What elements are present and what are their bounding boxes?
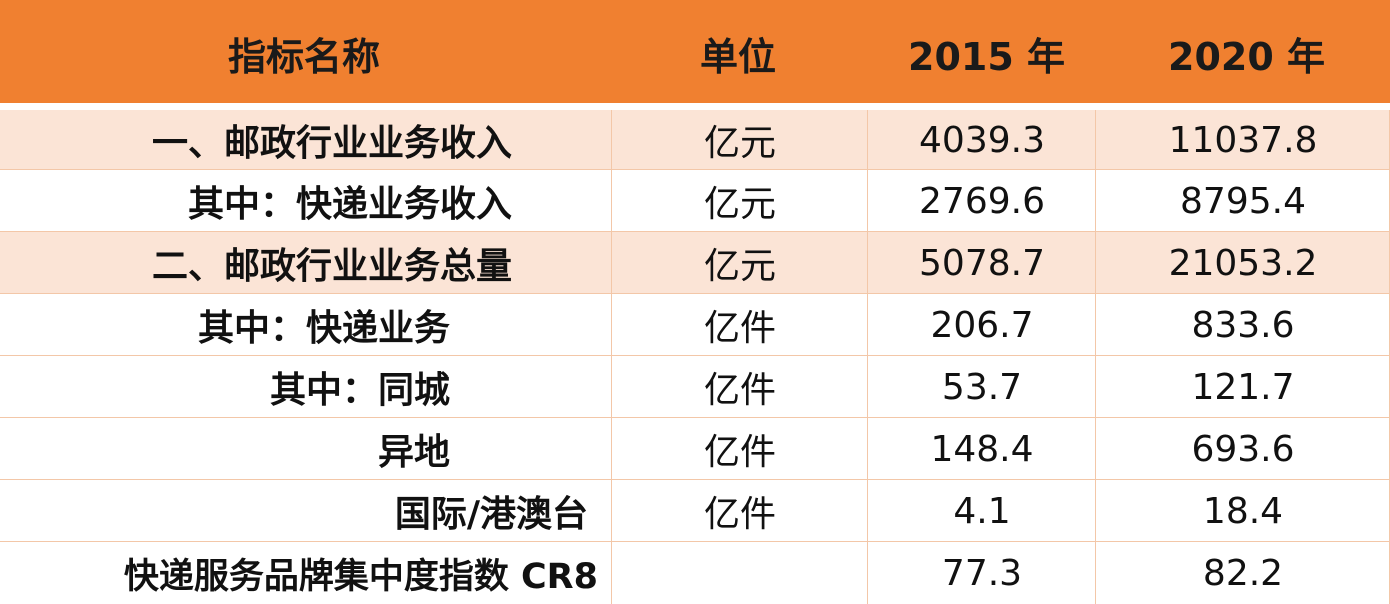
row-name: 异地 <box>377 432 450 473</box>
row-value-2015: 4.1 <box>953 490 1011 532</box>
row-value-2015: 77.3 <box>941 552 1023 594</box>
row-unit: 亿件 <box>703 308 776 349</box>
row-name: 二、邮政行业业务总量 <box>151 246 512 287</box>
table-row: 快递服务品牌集中度指数 CR8 77.3 82.2 <box>0 542 1390 604</box>
table-header: 指标名称 单位 2015 年 2020 年 <box>0 0 1390 106</box>
column-divider <box>1095 110 1096 604</box>
row-value-2015: 53.7 <box>941 366 1023 408</box>
table-row: 其中：同城 亿件 53.7 121.7 <box>0 356 1390 418</box>
row-name: 其中：快递业务 <box>197 308 450 349</box>
row-name: 国际/港澳台 <box>394 494 588 535</box>
header-2020: 2020 年 <box>1168 34 1325 79</box>
row-name: 其中：快递业务收入 <box>187 184 512 225</box>
row-unit: 亿件 <box>703 370 776 411</box>
row-unit <box>612 542 868 604</box>
row-value-2020: 18.4 <box>1202 490 1284 532</box>
column-divider <box>611 110 612 604</box>
row-name: 其中：同城 <box>269 370 450 411</box>
header-name: 指标名称 <box>228 34 381 79</box>
row-value-2015: 5078.7 <box>919 242 1045 284</box>
row-value-2015: 4039.3 <box>919 119 1045 161</box>
row-value-2020: 21053.2 <box>1168 242 1318 284</box>
row-value-2020: 121.7 <box>1191 366 1295 408</box>
row-unit: 亿元 <box>703 123 776 164</box>
table-row: 二、邮政行业业务总量 亿元 5078.7 21053.2 <box>0 232 1390 294</box>
row-value-2015: 2769.6 <box>919 180 1045 222</box>
row-value-2020: 82.2 <box>1202 552 1284 594</box>
row-value-2015: 148.4 <box>930 428 1034 470</box>
row-unit: 亿元 <box>703 184 776 225</box>
row-unit: 亿件 <box>703 494 776 535</box>
table-row: 其中：快递业务 亿件 206.7 833.6 <box>0 294 1390 356</box>
row-value-2015: 206.7 <box>930 304 1034 346</box>
row-value-2020: 11037.8 <box>1168 119 1318 161</box>
table-row: 国际/港澳台 亿件 4.1 18.4 <box>0 480 1390 542</box>
table-row: 异地 亿件 148.4 693.6 <box>0 418 1390 480</box>
row-value-2020: 833.6 <box>1191 304 1295 346</box>
column-divider <box>867 110 868 604</box>
table-row: 其中：快递业务收入 亿元 2769.6 8795.4 <box>0 170 1390 232</box>
row-unit: 亿件 <box>703 432 776 473</box>
header-2015: 2015 年 <box>908 34 1065 79</box>
row-value-2020: 8795.4 <box>1180 180 1306 222</box>
row-unit: 亿元 <box>703 246 776 287</box>
row-name: 快递服务品牌集中度指数 CR8 <box>123 556 598 597</box>
header-unit: 单位 <box>700 34 777 79</box>
row-value-2020: 693.6 <box>1191 428 1295 470</box>
row-name: 一、邮政行业业务收入 <box>151 123 512 164</box>
table-row: 一、邮政行业业务收入 亿元 4039.3 11037.8 <box>0 110 1390 170</box>
